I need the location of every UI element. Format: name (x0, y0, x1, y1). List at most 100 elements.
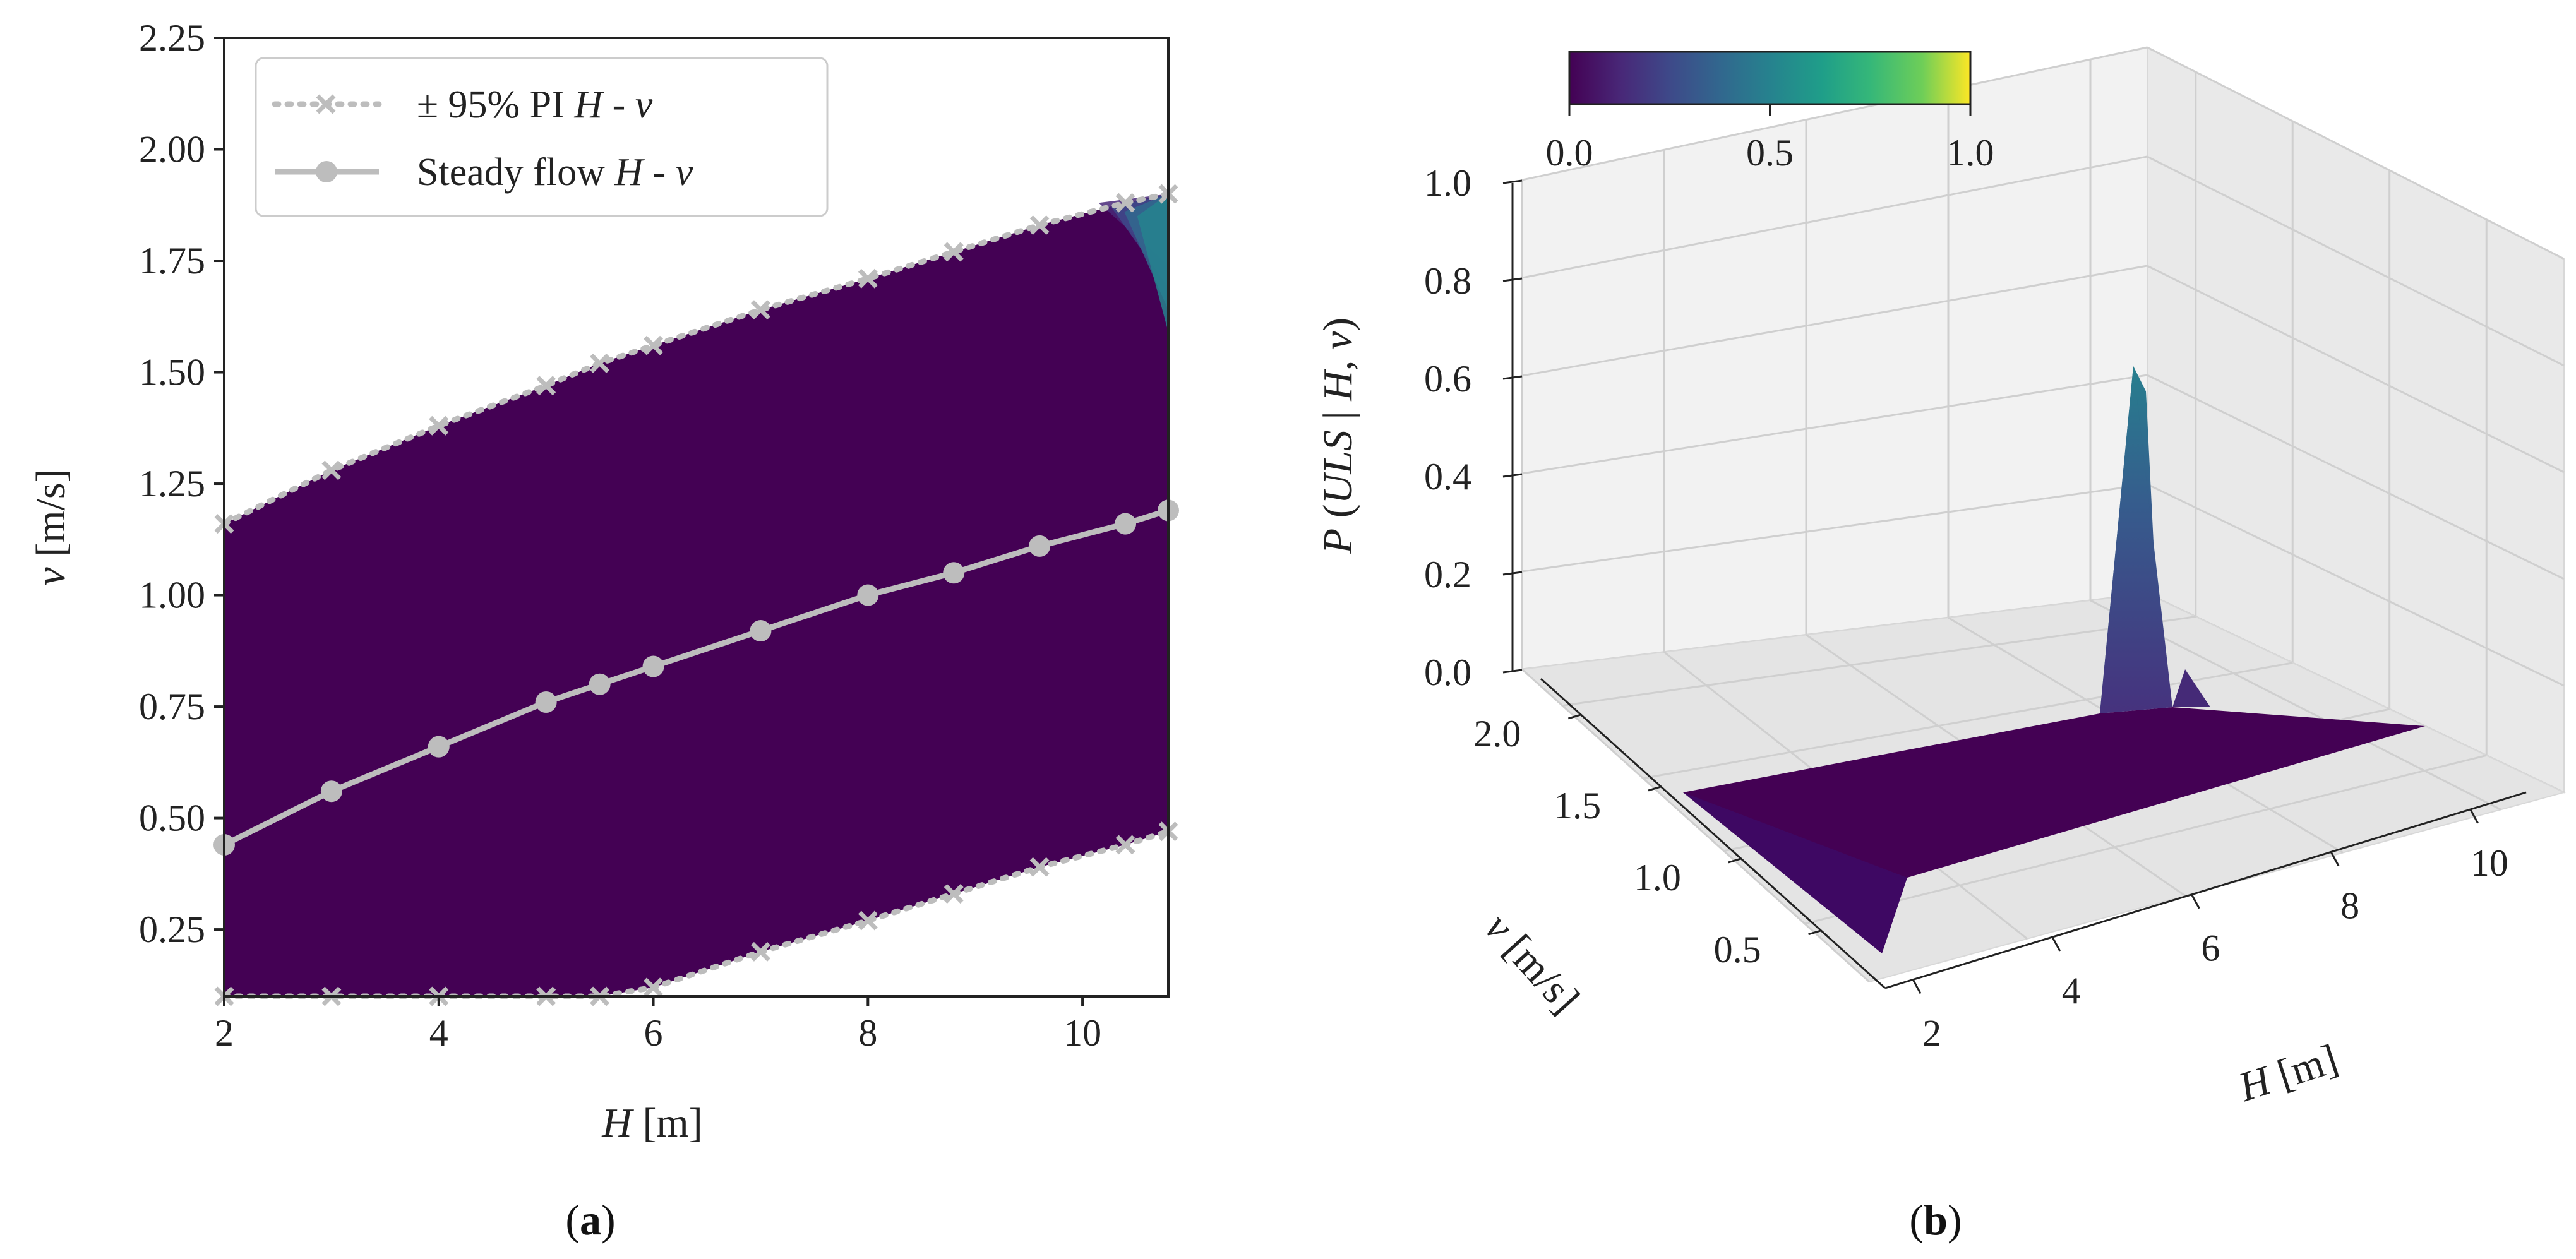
h-tick (2469, 809, 2479, 824)
steady-flow-line (222, 508, 1170, 847)
v-axis-line (1540, 677, 1886, 989)
panel-a-chart: 2 4 6 8 10 0.25 0.50 0.75 1.00 1.25 1.50 1.75 2.00 2.… (28, 17, 1179, 1244)
h-tick-label: 2 (1922, 1013, 1941, 1054)
pi-upper-point (750, 300, 770, 320)
x-tick-label: 10 (1063, 1012, 1101, 1054)
steady-flow-point (642, 655, 664, 677)
x-tick-label: 4 (429, 1012, 448, 1054)
steady-flow-point (1115, 513, 1137, 535)
colorbar-ticks: 0.0 0.5 1.0 (1546, 104, 1994, 174)
grid-line (2147, 483, 2565, 687)
v-tick (1808, 929, 1822, 936)
pi-upper-point (429, 415, 449, 436)
grid-line (1521, 155, 2148, 279)
h-tick-label: 6 (2201, 928, 2220, 969)
x-tick-label: 2 (215, 1012, 234, 1054)
panel-label-a: (a) (565, 1196, 615, 1244)
panel-label-b: (b) (1909, 1196, 1962, 1244)
z-tick-label: 0.6 (1424, 358, 1471, 400)
steady-flow-point (428, 736, 450, 758)
v-tick (1648, 785, 1662, 792)
v-axis-label: v [m/s] (1476, 904, 1588, 1022)
y-tick-label: 1.25 (139, 463, 205, 504)
colorbar-tick-label: 0.5 (1746, 132, 1794, 174)
pi-lower-point (858, 910, 878, 931)
grid-line (1521, 483, 2148, 573)
grid-line (2147, 265, 2565, 474)
legend-label-pi: ± 95% PI H - v (417, 83, 653, 126)
x-tick-label: 6 (644, 1012, 663, 1054)
pi-upper-point (1115, 193, 1135, 213)
x-axis-label: H [m] (601, 1100, 702, 1146)
steady-flow-point (750, 620, 772, 642)
grid-line (1804, 754, 2487, 925)
y-tick-label: 0.50 (139, 797, 205, 839)
surface-peak-tail (2172, 669, 2210, 707)
v-tick-label: 2.0 (1473, 713, 1521, 755)
z-tick (1502, 669, 1523, 674)
probability-surface (1683, 366, 2425, 953)
legend-box (255, 57, 829, 217)
steady-flow-point (857, 584, 879, 606)
grid-line (1521, 46, 2148, 181)
grid-line (2147, 374, 2565, 580)
h-axis-label-3d: H [m] (2232, 1035, 2343, 1111)
colorbar-gradient (1568, 51, 1972, 105)
v-tick (1567, 713, 1581, 720)
z-tick-label: 1.0 (1424, 162, 1471, 204)
z-tick (1502, 375, 1523, 380)
z-tick (1502, 571, 1523, 576)
h-tick-label: 4 (2062, 970, 2081, 1011)
contour-level (1137, 194, 1168, 332)
h-tick (2330, 851, 2340, 867)
colorbar-tick-label: 1.0 (1947, 132, 1994, 174)
grid-line (2147, 46, 2565, 260)
legend: ± 95% PI H - v Steady flow H - v (255, 57, 829, 217)
steady-flow-point (943, 562, 965, 584)
pi-upper-point (1029, 215, 1050, 236)
z-tick-label: 0.2 (1424, 554, 1471, 595)
y-tick-label: 1.50 (139, 352, 205, 393)
surface-shade (1683, 792, 1907, 953)
y-tick-label: 2.00 (139, 129, 205, 170)
steady-flow-point (320, 780, 342, 803)
pi-upper-point (321, 460, 342, 480)
steady-flow-point (589, 673, 611, 695)
pi-lower-point (1115, 835, 1135, 855)
z-tick (1502, 473, 1523, 478)
surface-peak-right (2133, 366, 2172, 707)
h-tick (2051, 936, 2061, 952)
pi-upper-point (944, 242, 964, 262)
pi-upper-line (221, 191, 1171, 527)
v-tick-label: 1.5 (1554, 785, 1601, 826)
z-tick (1502, 277, 1523, 282)
plot-frame (223, 37, 1170, 998)
pi-lower-point (750, 941, 770, 962)
z-tick (1502, 179, 1523, 184)
legend-swatch-steady (275, 161, 379, 182)
grid-line (2147, 155, 2565, 367)
panel-b-chart: 0.0 0.2 0.4 0.6 0.8 1.0 0.5 1.0 1.5 2.0 2 4 6 8 10 0.0… (1315, 46, 2566, 1244)
v-tick (1728, 857, 1742, 864)
y-tick-label: 1.00 (139, 575, 205, 616)
pi-lower-point (644, 977, 664, 998)
pi-lower-line (221, 828, 1171, 999)
y-axis-label: v [m/s] (28, 468, 74, 585)
h-tick-label: 8 (2340, 885, 2359, 926)
legend-swatch-pi (272, 94, 382, 114)
pi-upper-point (590, 353, 610, 373)
grid-line (1521, 374, 2148, 475)
y-tick-label: 0.25 (139, 909, 205, 950)
x-tick-label: 8 (858, 1012, 877, 1054)
axis-ticks: 2 4 6 8 10 0.25 0.50 0.75 1.00 1.25 1.50 1.75 2.00 2.… (139, 17, 1101, 1054)
h-tick (1912, 979, 1922, 994)
colorbar: 0.0 0.5 1.0 (1546, 51, 1994, 174)
v-tick-label: 1.0 (1634, 857, 1681, 898)
z-tick-label: 0.8 (1424, 260, 1471, 302)
y-tick-label: 1.75 (139, 240, 205, 282)
corner-contour (1098, 194, 1168, 332)
axis-ticks-3d: 0.0 0.2 0.4 0.6 0.8 1.0 0.5 1.0 1.5 2.0 2 4 6 8 10 (1424, 162, 2508, 1054)
surface-peak-front (2100, 366, 2172, 713)
steady-flow-point (1029, 535, 1051, 557)
z-axis-label: P (ULS | H, v) (1315, 318, 1361, 554)
